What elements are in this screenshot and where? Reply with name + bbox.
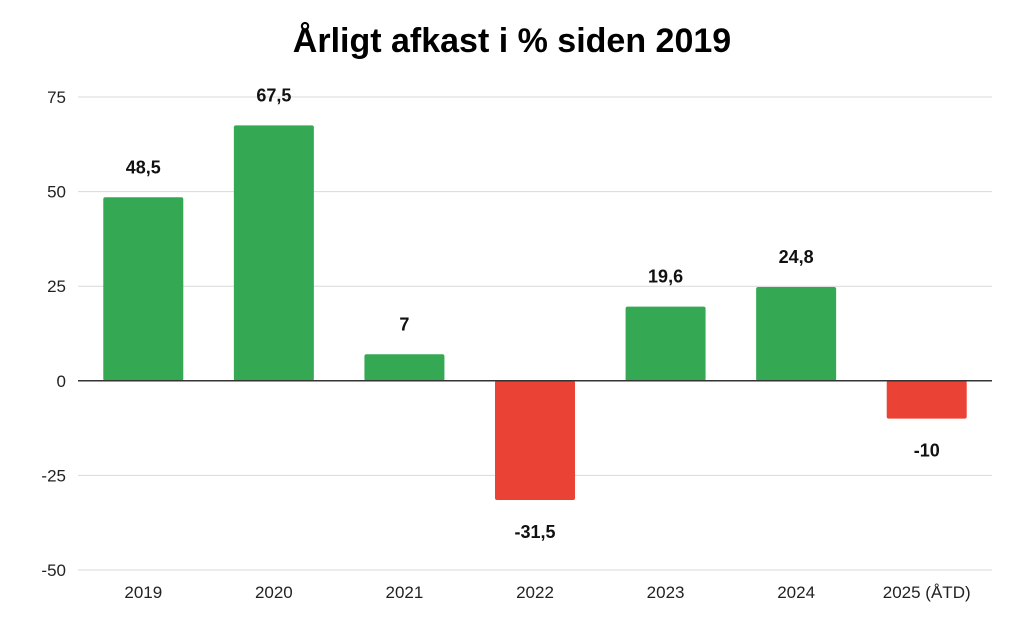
- x-tick-label: 2022: [516, 583, 554, 602]
- x-tick-label: 2019: [124, 583, 162, 602]
- bar-2024: [756, 286, 837, 381]
- data-label: 7: [399, 314, 409, 334]
- bar-2021: [364, 354, 445, 381]
- y-tick-label: -50: [41, 561, 66, 580]
- data-label: 19,6: [648, 267, 683, 287]
- bar-2022: [495, 380, 575, 500]
- x-tick-label: 2025 (ÅTD): [883, 583, 971, 602]
- x-tick-label: 2021: [386, 583, 424, 602]
- y-tick-label: 75: [47, 88, 66, 107]
- data-label: -31,5: [514, 522, 555, 542]
- bars: [103, 125, 967, 500]
- y-tick-label: 50: [47, 183, 66, 202]
- bar-2023: [625, 306, 706, 381]
- data-labels: 48,5 67,5 7 -31,5 19,6 24,8 -10: [126, 85, 940, 542]
- y-tick-label: -25: [41, 466, 66, 485]
- data-label: 24,8: [779, 247, 814, 267]
- x-tick-label: 2023: [647, 583, 685, 602]
- data-label: 48,5: [126, 157, 161, 177]
- bar-2025: [886, 380, 967, 419]
- bar-2020: [233, 125, 314, 381]
- data-label: 67,5: [256, 85, 291, 105]
- y-tick-label: 25: [47, 277, 66, 296]
- x-tick-label: 2024: [777, 583, 815, 602]
- y-tick-label: 0: [57, 372, 66, 391]
- chart-title: Årligt afkast i % siden 2019: [292, 22, 732, 60]
- data-label: -10: [914, 441, 940, 461]
- x-tick-label: 2020: [255, 583, 293, 602]
- bar-2019: [103, 197, 184, 381]
- x-axis-tick-labels: 2019 2020 2021 2022 2023 2024 2025 (ÅTD): [124, 583, 970, 602]
- y-axis-tick-labels: -50 -25 0 25 50 75: [41, 88, 66, 580]
